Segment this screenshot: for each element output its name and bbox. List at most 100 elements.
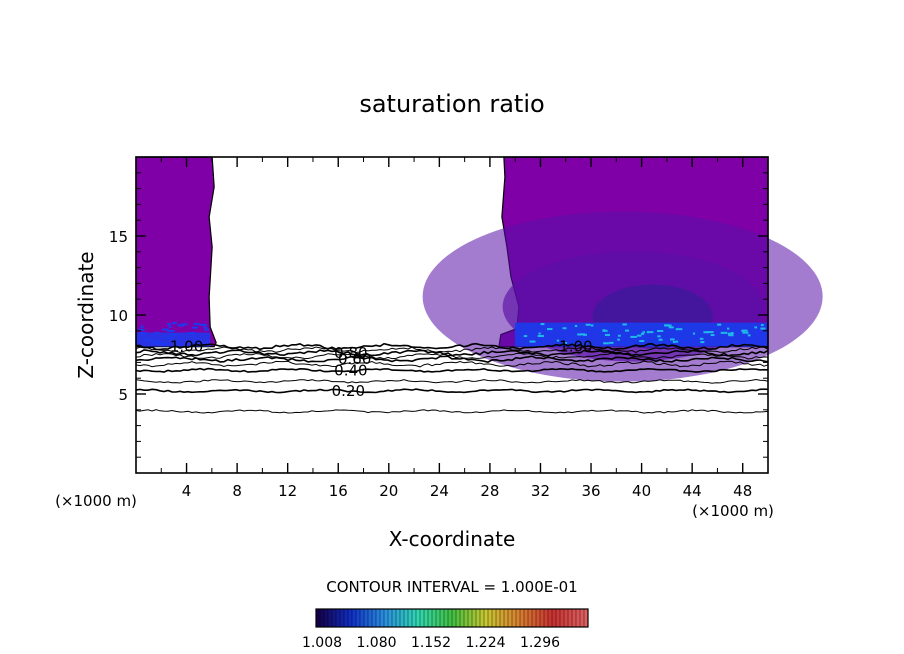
plot-area: 0.200.400.600.801.00 1.004 8 12 16 20 24 28 32 36…: [109, 156, 823, 500]
cloud-speckle: [160, 342, 168, 345]
cloud-speckle: [140, 325, 144, 328]
contour-label: 0.20: [332, 382, 365, 400]
colorbar-cell: [388, 609, 393, 627]
cloud-speckle: [760, 324, 764, 327]
colorbar-cell: [424, 609, 429, 627]
cloud-speckle: [546, 328, 553, 331]
contour-line: [135, 409, 769, 414]
colorbar-cell: [544, 609, 549, 627]
colorbar-tick-label: 1.224: [465, 635, 505, 651]
colorbar-cell: [484, 609, 489, 627]
cloud-speckle: [191, 326, 198, 329]
cloud-speckle: [152, 342, 161, 345]
colorbar-cell: [584, 609, 589, 627]
colorbar-cell: [356, 609, 361, 627]
colorbar-cell: [472, 609, 477, 627]
cloud-speckle: [562, 327, 567, 330]
cloud-speckle: [167, 323, 171, 326]
colorbar-cell: [352, 609, 357, 627]
cloud-speckle: [657, 329, 664, 332]
contour-line: [135, 360, 769, 368]
cloud-speckle: [577, 333, 582, 336]
cloud-speckle: [706, 331, 714, 334]
colorbar-cell: [320, 609, 325, 627]
colorbar-cell: [428, 609, 433, 627]
cloud-speckle: [760, 327, 766, 330]
colorbar-cell: [496, 609, 501, 627]
x-unit-left: (×1000 m): [55, 492, 137, 510]
colorbar-cell: [444, 609, 449, 627]
colorbar-cell: [504, 609, 509, 627]
x-tick-label: 32: [531, 482, 550, 500]
contour-line: [135, 388, 769, 394]
colorbar-cell: [564, 609, 569, 627]
x-unit-right: (×1000 m): [692, 502, 774, 520]
colorbar-cell: [572, 609, 577, 627]
colorbar-cell: [532, 609, 537, 627]
contour-label: 1.00: [559, 338, 592, 356]
y-tick-label: 10: [109, 307, 128, 325]
cloud-speckle: [630, 335, 637, 338]
x-tick-label: 20: [379, 482, 398, 500]
cloud-speckle: [675, 328, 683, 331]
x-tick-label: 40: [632, 482, 651, 500]
x-axis-label: X-coordinate: [389, 527, 516, 551]
cloud-speckle: [747, 334, 751, 337]
colorbar-cell: [380, 609, 385, 627]
contour-line: [135, 378, 769, 384]
cloud-speckle: [703, 331, 709, 334]
colorbar-cell: [392, 609, 397, 627]
colorbar-cell: [488, 609, 493, 627]
contour-interval: CONTOUR INTERVAL = 1.000E-01: [326, 578, 577, 596]
cloud-speckle: [625, 329, 630, 332]
colorbar-frame: [315, 608, 589, 628]
colorbar-cell: [480, 609, 485, 627]
cloud-speckle: [169, 333, 178, 336]
cloud-speckle: [540, 323, 545, 326]
colorbar-tick-label: 1.296: [520, 635, 560, 651]
colorbar-cell: [400, 609, 405, 627]
x-tick-label: 12: [278, 482, 297, 500]
colorbar-cell: [372, 609, 377, 627]
cloud-speckle: [154, 331, 160, 334]
cloud-speckle: [177, 324, 185, 327]
colorbar-cell: [368, 609, 373, 627]
colorbar-tick-label: 1.152: [411, 635, 451, 651]
colorbar-cell: [328, 609, 333, 627]
contour-line: [135, 349, 769, 357]
x-tick-label: 8: [232, 482, 242, 500]
cloud-speckle: [646, 331, 650, 334]
cloud-speckle: [204, 328, 209, 331]
colorbar-cell: [452, 609, 457, 627]
cloud-speckle: [585, 323, 591, 326]
cloud-speckle: [174, 341, 178, 344]
contour-line: [135, 355, 769, 363]
colorbar-cell: [524, 609, 529, 627]
x-tick-label: 24: [430, 482, 449, 500]
cloud-speckle: [742, 331, 749, 334]
cloud-speckle: [609, 341, 614, 344]
colorbar-cell: [420, 609, 425, 627]
colorbar-cell: [384, 609, 389, 627]
cloud-speckle: [203, 326, 208, 329]
cloud-speckle: [529, 340, 536, 343]
colorbar-tick-label: 1.080: [356, 635, 396, 651]
colorbar-cell: [332, 609, 337, 627]
x-tick-label: 44: [683, 482, 702, 500]
cloud-speckle: [700, 341, 705, 344]
chart-title: saturation ratio: [359, 90, 544, 118]
contour-label: 1.00: [170, 338, 203, 356]
colorbar-tick-label: 1.008: [302, 635, 342, 651]
colorbar-cell: [536, 609, 541, 627]
colorbar-cell: [520, 609, 525, 627]
x-tick-label: 4: [182, 482, 192, 500]
cloud-speckle: [670, 338, 675, 341]
cloud-speckle: [604, 333, 610, 336]
cloud-speckle: [636, 334, 642, 337]
cloud-speckle: [728, 334, 734, 337]
colorbar-cell: [540, 609, 545, 627]
cloud-speckle: [167, 329, 172, 332]
cloud-speckle: [664, 324, 672, 327]
colorbar-cell: [580, 609, 585, 627]
colorbar-cell: [552, 609, 557, 627]
